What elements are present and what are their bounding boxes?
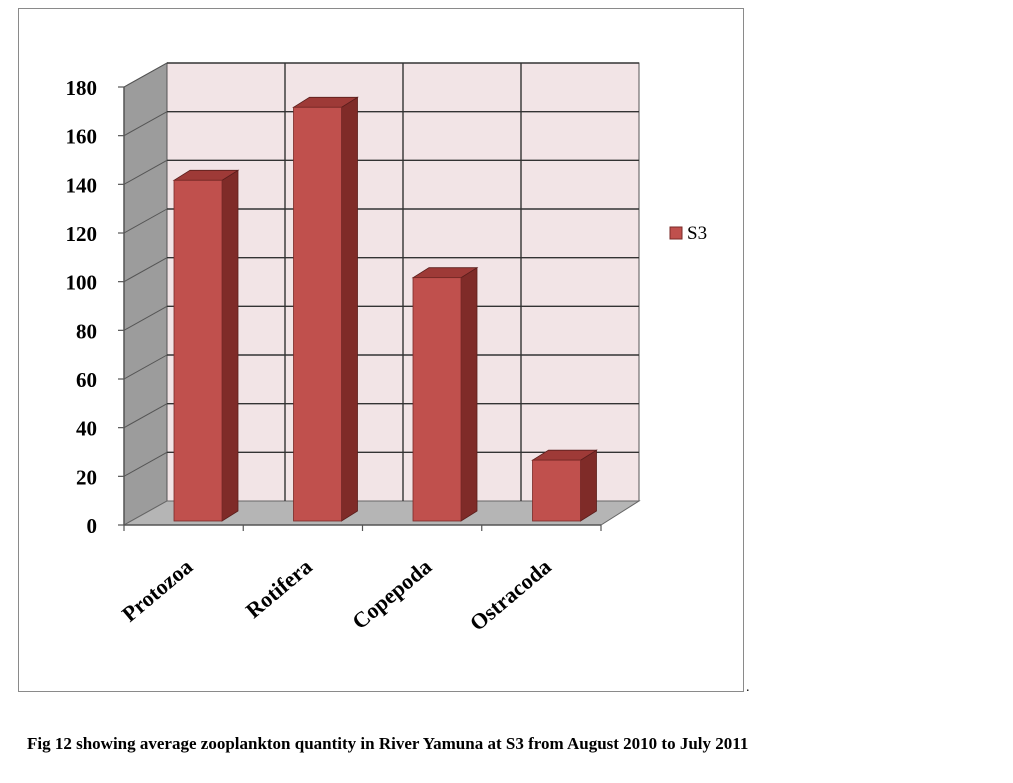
gridline-side [123,159,168,185]
bar-ostracoda [531,449,598,522]
bar-front [293,106,342,522]
gridline-side [123,208,168,234]
axes [118,86,602,531]
y-tick-label: 40 [76,417,97,441]
bar-side [341,96,358,522]
gridline-side [123,451,168,477]
bar-copepoda [411,266,479,522]
gridline-side [123,62,168,88]
gridline-side [123,354,168,380]
bars [172,96,598,522]
x-tick-labels: Protozoa Rotifera Copepoda Ostracoda [117,554,556,636]
gridline-side [123,111,168,137]
bar-rotifera [292,96,359,522]
bar-side [580,449,597,522]
x-tick-label-rotifera: Rotifera [241,554,317,623]
y-tick-label: 80 [76,319,97,343]
legend: S3 [669,223,707,244]
chart-frame: 0 20 40 60 80 100 120 140 160 180 Protozoa Rotifer… [18,8,744,692]
y-tick-label: 20 [76,465,97,489]
bar-protozoa [172,169,240,522]
legend-swatch-s3 [669,226,683,240]
y-tick-label: 0 [87,514,98,538]
bar-side [221,169,239,522]
figure-caption: Fig 12 showing average zooplankton quant… [27,734,749,753]
y-tick-label: 140 [66,173,98,197]
chart-svg: 0 20 40 60 80 100 120 140 160 180 Protozoa Rotifer… [66,62,707,636]
x-tick-label-protozoa: Protozoa [117,554,197,627]
x-tick-label-ostracoda: Ostracoda [465,554,556,636]
y-tick-label: 100 [66,271,98,295]
bar-front [532,459,581,522]
y-tick-label: 180 [66,76,98,100]
y-tick-label: 120 [66,222,98,246]
gridline-side [123,257,168,283]
bar-front [412,277,462,522]
y-tick-labels: 0 20 40 60 80 100 120 140 160 180 [66,76,98,538]
x-tick-label-copepoda: Copepoda [347,554,436,634]
y-tick-label: 160 [66,125,98,149]
stray-mark: . [746,680,750,695]
gridline-side [123,305,168,331]
bar-front [173,179,223,522]
bar-side [460,266,478,522]
y-tick-label: 60 [76,368,97,392]
gridline-side [123,403,168,429]
gridlines [123,62,639,501]
legend-label-s3: S3 [687,223,707,244]
